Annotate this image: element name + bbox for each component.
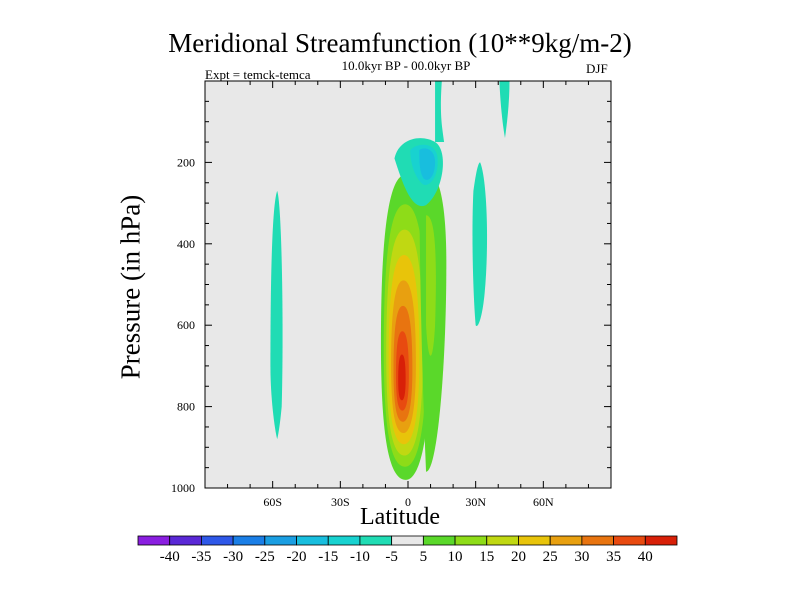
y-tick-label: 1000 [171,481,195,495]
colorbar-swatch [169,535,202,546]
colorbar-swatch [518,535,551,546]
contour-negative-30n [472,162,488,326]
contour-level-positive-8 [398,354,406,401]
season-label: DJF [586,61,608,76]
x-tick-label: 30S [331,495,350,509]
colorbar-label: 40 [638,549,653,565]
colorbar-label: -25 [255,549,275,565]
x-tick-label: 0 [405,495,411,509]
y-tick-label: 800 [177,400,195,414]
y-tick-label: 200 [177,155,195,169]
x-tick-label: 30N [465,495,486,509]
colorbar-swatch [454,535,488,546]
colorbar-swatch [264,535,297,546]
colorbar-swatch [422,535,456,546]
axes: 200 400 600 800 1000 60S 30S 0 30N 60N [171,80,612,509]
colorbar-swatch [232,535,266,546]
chart-subtitle: 10.0kyr BP - 00.0kyr BP [341,58,471,73]
y-tick-label: 600 [177,318,195,332]
y-axis-label: Pressure (in hPa) [115,194,146,380]
colorbar-label: 25 [543,549,558,565]
x-tick-label: 60S [263,495,282,509]
colorbar-swatch [296,535,329,546]
contour-negative-top-strip [499,81,510,138]
chart-title: Meridional Streamfunction (10**9kg/m-2) [168,28,632,58]
colorbar-swatch [201,535,234,546]
x-tick-label: 60N [533,495,554,509]
colorbar-label: -5 [385,549,398,565]
colorbar-swatch [359,535,393,546]
colorbar-swatch [613,535,646,546]
colorbar-label: -10 [350,549,370,565]
colorbar-label: -30 [223,549,243,565]
colorbar-label: -40 [160,549,180,565]
x-axis-label: Latitude [360,504,440,530]
colorbar-label: 20 [511,549,526,565]
contour-negative-stalk [435,81,445,143]
colorbar-label: 5 [420,549,428,565]
colorbar-swatch [137,535,171,546]
colorbar-swatch [644,535,678,546]
colorbar-label: 30 [574,549,589,565]
contour-eastern-arm-inner [426,215,436,356]
colorbar-swatch [327,535,361,546]
colorbar-label: -15 [318,549,338,565]
plot-area [205,81,611,488]
experiment-label: Expt = temck-temca [205,67,311,82]
colorbar: -40 -35 -30 -25 -20 -15 -10 -5 5 10 15 20 25 30 35 40 [137,535,678,565]
colorbar-swatch [581,535,614,546]
colorbar-label: 35 [606,549,621,565]
colorbar-label: 10 [448,549,463,565]
colorbar-swatch [486,535,519,546]
colorbar-label: -20 [287,549,307,565]
contour-negative-upper-15 [419,148,436,180]
colorbar-label: -35 [191,549,211,565]
colorbar-swatch [391,535,424,546]
colorbar-swatch [549,535,583,546]
y-tick-label: 400 [177,237,195,251]
contour-negative-60s [270,190,283,440]
colorbar-label: 15 [479,549,494,565]
